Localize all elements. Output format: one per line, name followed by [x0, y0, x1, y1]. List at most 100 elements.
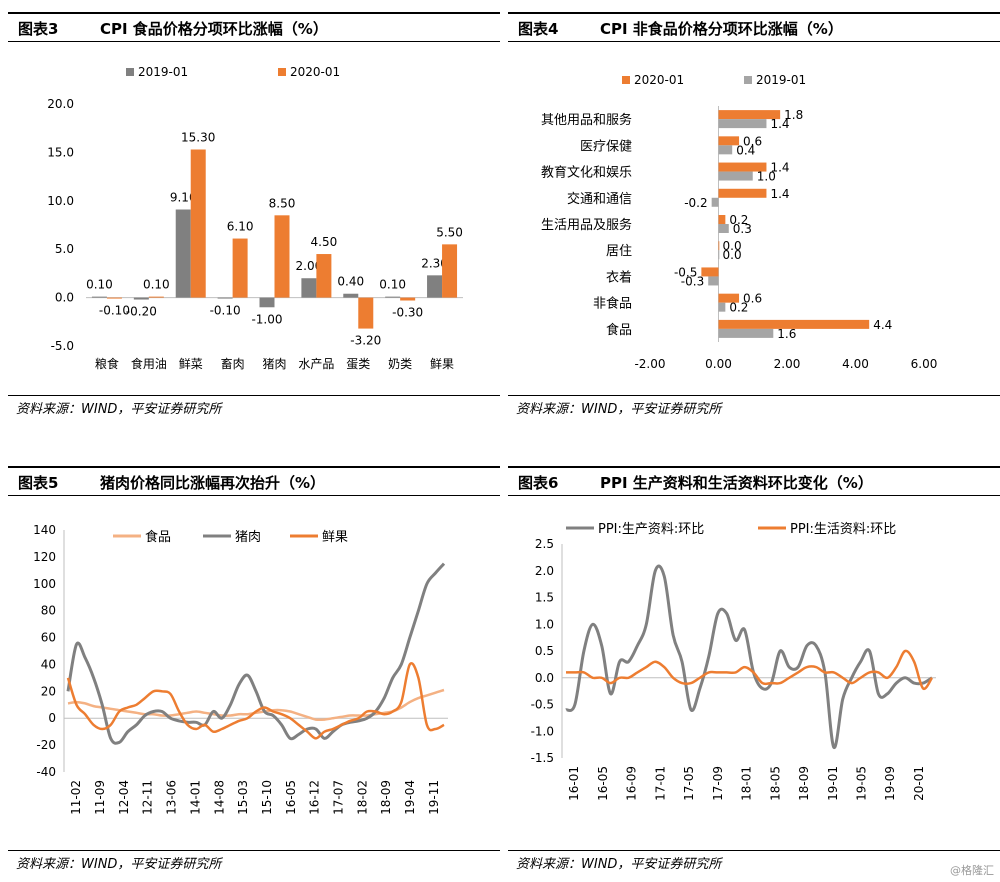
bar — [718, 250, 720, 260]
chart-title: 猪肉价格同比涨幅再次抬升（%） — [100, 474, 326, 492]
source-note: 资料来源：WIND，平安证券研究所 — [516, 402, 722, 417]
data-label: -0.5 — [674, 265, 697, 279]
chart-title: CPI 食品价格分项环比涨幅（%） — [100, 20, 328, 38]
x-tick-label: 16-05 — [284, 780, 298, 815]
bar — [708, 276, 719, 286]
panel-cpi-nonfood: 图表4 CPI 非食品价格分项环比涨幅（%） 2020-01 2019-01 -2.… — [508, 12, 1000, 422]
source-note: 资料来源：WIND，平安证券研究所 — [16, 402, 222, 417]
bar — [190, 149, 206, 298]
legend-label: PPI:生产资料:环比 — [598, 522, 704, 537]
data-label: 0.4 — [736, 143, 755, 157]
data-label: 0.2 — [729, 301, 748, 315]
source-divider — [8, 395, 500, 396]
legend-label: PPI:生活资料:环比 — [790, 522, 896, 537]
figure-number: 图表6 — [518, 474, 559, 492]
x-tick-label: 鲜菜 — [179, 357, 203, 371]
x-tick-label: 17-09 — [711, 766, 725, 801]
bar — [718, 224, 729, 233]
x-tick-label: 18-09 — [797, 766, 811, 801]
series-line — [66, 562, 446, 745]
x-tick-label: 16-12 — [308, 780, 322, 815]
chart-title: CPI 非食品价格分项环比涨幅（%） — [600, 20, 843, 38]
bar — [91, 296, 107, 298]
data-label: -3.20 — [350, 334, 381, 348]
legend-label: 鲜果 — [322, 530, 348, 545]
chart-pork-yoy: -40 -20 0 20 40 60 80 100 120 140 11-02 11-09 12-04 1… — [33, 523, 448, 815]
bar — [718, 119, 767, 129]
panel-header: 图表3 CPI 食品价格分项环比涨幅（%） — [8, 12, 500, 42]
bar — [711, 197, 719, 207]
x-tick-label: 16-09 — [625, 766, 639, 801]
legend-swatch — [744, 76, 752, 84]
panel-header: 图表4 CPI 非食品价格分项环比涨幅（%） — [508, 12, 1000, 42]
figure-number: 图表5 — [18, 474, 59, 492]
bar — [718, 319, 870, 329]
y-tick-label: -0.5 — [531, 698, 554, 712]
x-tick-label: 19-05 — [855, 766, 869, 801]
data-label: 9.10 — [170, 191, 197, 205]
bar — [718, 328, 774, 338]
data-label: 0.3 — [733, 222, 752, 236]
y-tick-label: 医疗保健 — [580, 139, 632, 154]
bar — [274, 215, 290, 298]
legend-label: 猪肉 — [235, 530, 261, 545]
legend-label: 2020-01 — [290, 65, 340, 79]
bar — [718, 188, 767, 198]
data-label: 0.6 — [743, 292, 762, 306]
source-divider — [508, 850, 1000, 851]
panel-header: 图表5 猪肉价格同比涨幅再次抬升（%） — [8, 466, 500, 496]
y-tick-label: 15.0 — [47, 145, 74, 159]
y-tick-label: -1.5 — [531, 751, 554, 765]
data-label: 2.30 — [421, 256, 448, 270]
data-label: -0.10 — [210, 304, 241, 318]
data-label: 15.30 — [181, 130, 215, 144]
x-tick-label: 16-01 — [567, 766, 581, 801]
source-divider — [508, 395, 1000, 396]
figure-number: 图表4 — [518, 20, 559, 38]
bar — [148, 296, 164, 298]
data-label: 0.10 — [379, 278, 406, 292]
x-tick-label: 14-01 — [188, 780, 202, 815]
legend-label: 2019-01 — [138, 65, 188, 79]
x-tick-label: 11-02 — [69, 780, 83, 815]
y-tick-label: 0.0 — [535, 671, 554, 685]
series-line — [565, 564, 933, 749]
chart-cpi-nonfood: 2020-01 2019-01 -2.00 0.00 2.00 4.00 6.00 其他用品和… — [541, 73, 938, 371]
bar — [385, 296, 401, 298]
bar — [316, 254, 332, 298]
data-label: 0.10 — [86, 278, 113, 292]
x-tick-label: 13-06 — [165, 780, 179, 815]
legend-swatch — [622, 76, 630, 84]
x-tick-label: 6.00 — [911, 357, 938, 371]
y-tick-label: 80 — [41, 604, 56, 618]
data-label: 8.50 — [269, 196, 296, 210]
bar — [718, 241, 720, 251]
data-label: 1.8 — [784, 108, 803, 122]
bar — [427, 275, 443, 298]
figure-number: 图表3 — [18, 20, 59, 38]
bar — [718, 215, 726, 224]
data-label: 0.40 — [337, 275, 364, 289]
x-tick-label: 粮食 — [95, 356, 119, 371]
y-tick-label: 0 — [48, 711, 56, 725]
x-tick-label: 18-09 — [379, 780, 393, 815]
y-tick-label: 120 — [33, 550, 56, 564]
bar — [701, 267, 719, 277]
data-label: 2.00 — [296, 259, 323, 273]
x-tick-label: 18-01 — [740, 766, 754, 801]
y-tick-label: 0.5 — [535, 644, 554, 658]
bar — [718, 136, 740, 146]
data-label: 1.0 — [757, 170, 776, 184]
bar — [217, 297, 233, 299]
legend-label: 2020-01 — [634, 73, 684, 87]
chart-ppi: -1.5 -1.0 -0.5 0.0 0.5 1.0 1.5 2.0 2.5 16-01 16-05… — [531, 522, 936, 801]
data-label: 0.0 — [723, 248, 742, 262]
y-tick-label: 非食品 — [593, 296, 632, 312]
x-tick-label: 水产品 — [298, 357, 334, 371]
chart-title: PPI 生产资料和生活资料环比变化（%） — [600, 474, 873, 492]
chart-cpi-food: 2019-01 2020-01 -5.0 0.0 5.0 10.0 15.0 20.0 粮食 0.… — [47, 65, 463, 371]
x-tick-label: 16-05 — [596, 766, 610, 801]
y-tick-label: 1.0 — [535, 617, 554, 631]
x-tick-label: 2.00 — [774, 357, 801, 371]
x-tick-label: 17-01 — [653, 766, 667, 801]
